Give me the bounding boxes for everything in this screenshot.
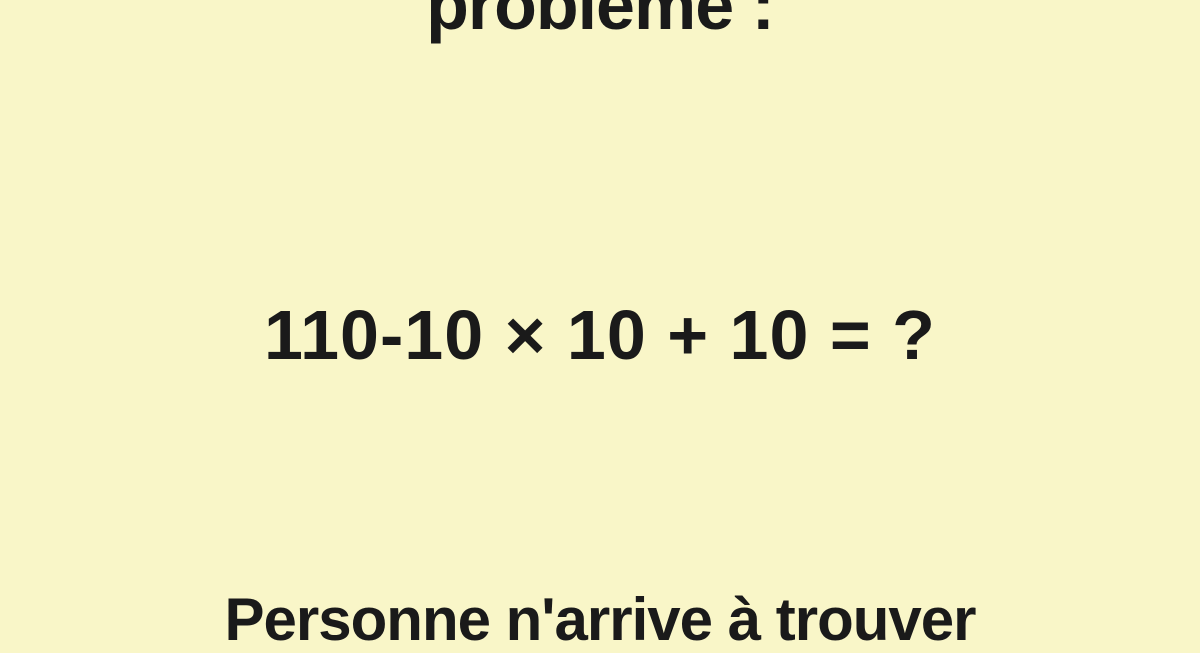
top-text-fragment: problème : bbox=[426, 0, 774, 40]
bottom-text-fragment: Personne n'arrive à trouver bbox=[225, 590, 976, 650]
math-equation: 110-10 × 10 + 10 = ? bbox=[264, 295, 936, 375]
